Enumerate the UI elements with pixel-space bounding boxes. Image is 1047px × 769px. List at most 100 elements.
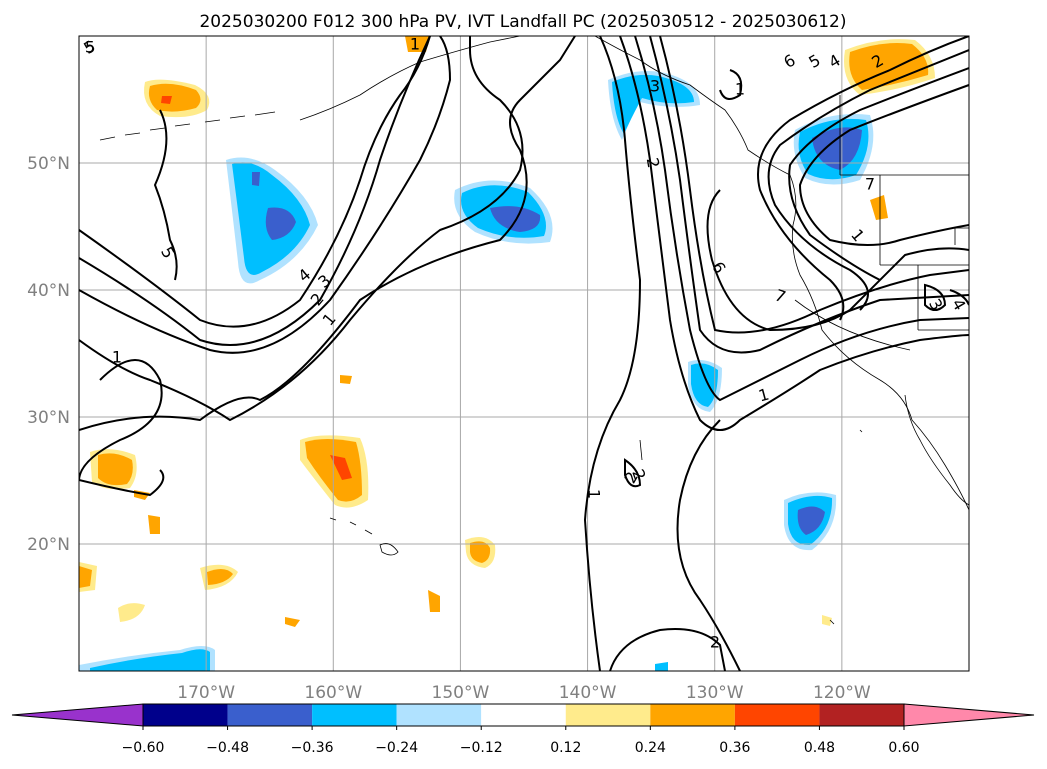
positive-anomaly-patch — [428, 590, 440, 612]
colorbar-tick-label: 0.12 — [550, 740, 581, 756]
colorbar-tick-label: 0.48 — [804, 740, 835, 756]
figure-title: 2025030200 F012 300 hPa PV, IVT Landfall… — [199, 12, 846, 32]
colorbar-segment — [819, 704, 904, 726]
contour-line — [949, 289, 969, 306]
colorbar-tick-label: −0.24 — [375, 740, 418, 756]
negative-anomaly-patch — [90, 649, 210, 671]
contour-line — [79, 359, 163, 481]
contour-label: 3 — [650, 77, 660, 96]
colorbar-tick-label: 0.36 — [719, 740, 750, 756]
colorbar-frame — [142, 703, 905, 727]
contour-label: 1 — [585, 489, 604, 499]
contour-label: 2 — [643, 156, 663, 169]
map-frame — [78, 35, 970, 672]
aleutian-islands — [99, 111, 276, 141]
north-america-coastline — [594, 36, 969, 511]
contour-line — [624, 458, 642, 488]
colorbar-tick-label: 0.60 — [888, 740, 919, 756]
coastlines — [99, 36, 969, 625]
colorbar-segment — [650, 704, 735, 726]
contour-label: 1 — [410, 35, 420, 54]
colorbar-segment — [227, 704, 313, 726]
latitude-tick-label: 20°N — [27, 535, 70, 555]
baja-peninsula-coastline — [904, 394, 969, 506]
contour-label: 1 — [735, 80, 745, 99]
contour-line — [634, 36, 969, 402]
longitude-tick-label: 160°W — [304, 683, 362, 703]
contour-line — [583, 36, 642, 671]
positive-anomaly-patch — [470, 541, 491, 563]
contour-line — [79, 36, 576, 431]
negative-anomaly-patch — [252, 172, 260, 186]
contour-label: 1 — [112, 348, 122, 367]
contour-label: 1 — [756, 385, 771, 406]
contour-line — [79, 36, 452, 354]
contour-line — [676, 419, 741, 671]
positive-anomaly-patch — [148, 515, 160, 534]
latitude-tick-label: 50°N — [27, 154, 70, 174]
contour-line — [79, 36, 431, 346]
pv-contours — [79, 36, 969, 671]
colorbar-tick-label: −0.60 — [122, 740, 165, 756]
contour-line — [79, 469, 165, 497]
colorbar-extend-low — [11, 703, 144, 727]
positive-anomaly-patch — [79, 566, 92, 588]
longitude-tick-label: 170°W — [177, 683, 235, 703]
contour-line — [649, 36, 969, 354]
colorbar: −0.60 −0.48 −0.36 −0.24 −0.12 0.12 0.24 0.36 0.4… — [11, 703, 1035, 756]
contour-line — [788, 67, 969, 281]
longitude-tick-label: 140°W — [559, 683, 617, 703]
contour-line — [767, 49, 969, 311]
alaska-coastline — [299, 36, 521, 121]
positive-anomaly-patch — [285, 617, 300, 627]
negative-anomaly-patch — [691, 363, 718, 407]
longitude-tick-label: 130°W — [686, 683, 744, 703]
contour-label: 2 — [710, 633, 720, 652]
latitude-axis: 20°N 30°N 40°N 50°N — [27, 154, 70, 555]
colorbar-segment — [481, 704, 566, 726]
hawaiian-islands — [329, 517, 399, 556]
negative-anomaly-patch — [812, 127, 862, 170]
contour-line — [609, 628, 726, 671]
contour-line — [719, 69, 743, 100]
positive-anomaly-patch — [148, 83, 201, 112]
contour-line — [659, 36, 969, 334]
positive-anomaly-patch — [822, 615, 832, 626]
colorbar-segment — [312, 704, 397, 726]
longitude-tick-label: 150°W — [432, 683, 490, 703]
colorbar-tick-label: −0.12 — [460, 740, 503, 756]
positive-anomaly-patch — [207, 568, 233, 585]
colorbar-extend-high — [903, 703, 1035, 727]
colorbar-tick-label: −0.48 — [206, 740, 249, 756]
contour-line — [79, 36, 524, 422]
contour-line — [79, 36, 431, 328]
latitude-tick-label: 30°N — [27, 408, 70, 428]
contour-line — [619, 36, 969, 431]
contour-line — [924, 283, 947, 311]
colorbar-segment — [565, 704, 651, 726]
positive-anomaly-patch — [161, 96, 172, 104]
negative-anomaly-patch — [655, 662, 668, 671]
pc-shading — [79, 36, 935, 671]
colorbar-tick-label: 0.24 — [635, 740, 666, 756]
positive-anomaly-patch — [118, 603, 145, 622]
negative-anomaly-patch — [265, 207, 296, 240]
coastal-islands — [639, 429, 863, 625]
negative-anomaly-patch — [490, 206, 541, 232]
colorbar-segment — [734, 704, 820, 726]
contour-line — [706, 189, 969, 332]
longitude-tick-label: 120°W — [813, 683, 871, 703]
contour-label: 7 — [865, 175, 875, 194]
contour-line — [757, 36, 969, 321]
negative-anomaly-patch — [797, 506, 825, 535]
colorbar-tick-label: −0.36 — [291, 740, 334, 756]
contour-label: 5 — [85, 38, 95, 57]
contour-line — [153, 109, 178, 281]
positive-anomaly-patch — [870, 195, 888, 220]
contour-line — [798, 84, 969, 246]
positive-anomaly-patch — [98, 453, 133, 486]
latitude-tick-label: 40°N — [27, 281, 70, 301]
